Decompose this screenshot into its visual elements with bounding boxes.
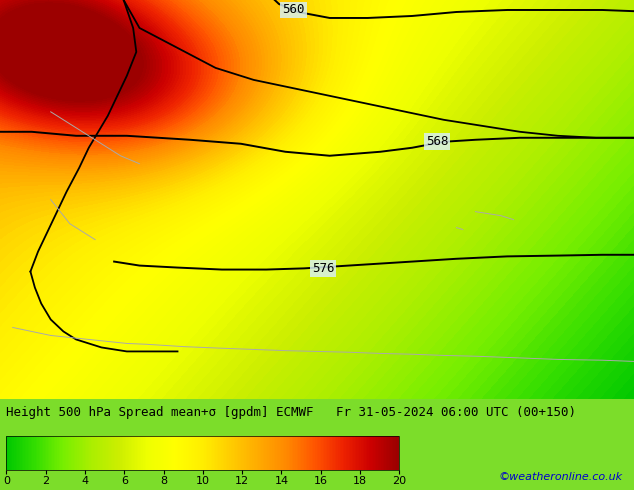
- Text: 576: 576: [312, 262, 334, 275]
- Text: ©weatheronline.co.uk: ©weatheronline.co.uk: [499, 471, 623, 482]
- Text: 560: 560: [282, 3, 304, 17]
- Text: Height 500 hPa Spread mean+σ [gpdm] ECMWF   Fr 31-05-2024 06:00 UTC (00+150): Height 500 hPa Spread mean+σ [gpdm] ECMW…: [6, 406, 576, 419]
- Text: 568: 568: [426, 135, 448, 148]
